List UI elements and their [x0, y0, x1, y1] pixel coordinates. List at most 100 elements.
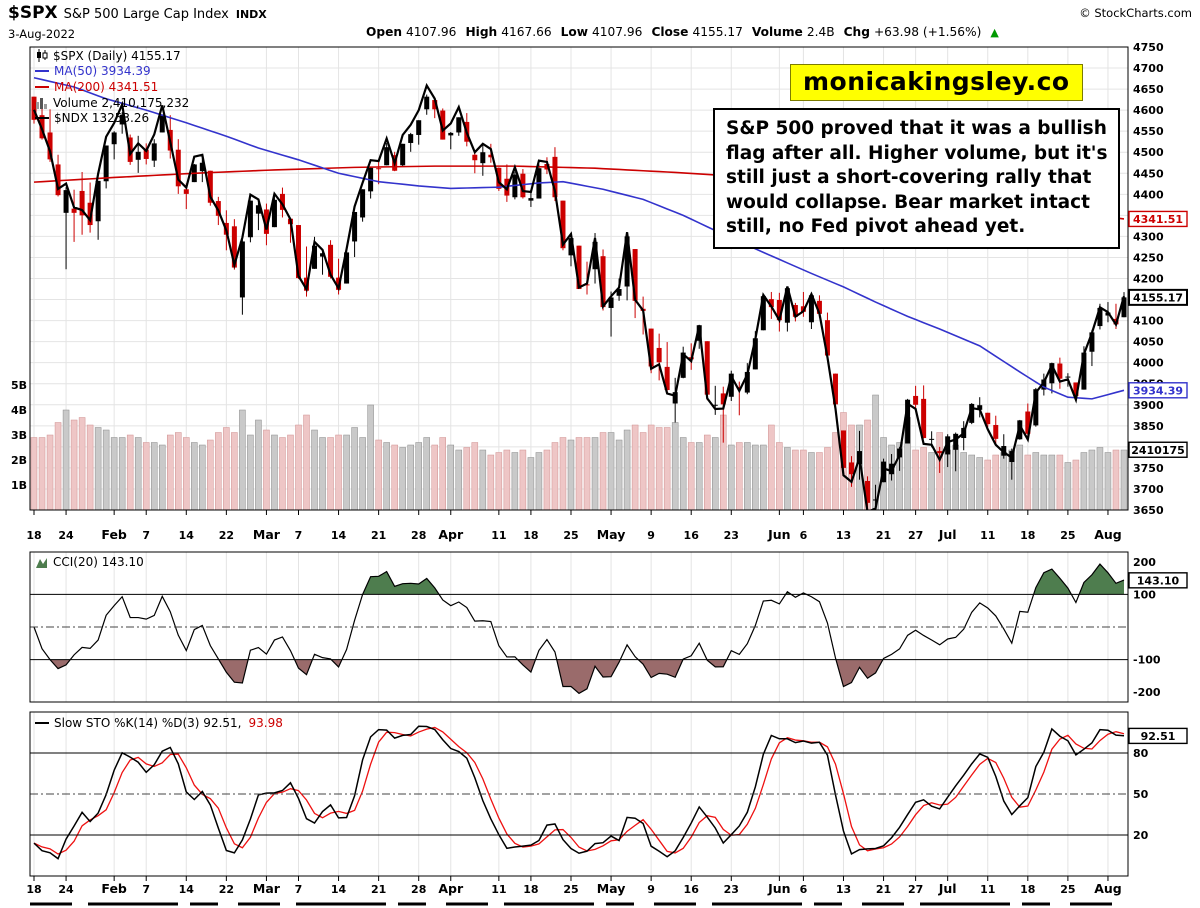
- annotation-line: would collapse. Bear market intact: [726, 191, 1090, 213]
- legend-ndx-label: $NDX 13253.26: [54, 111, 150, 126]
- svg-text:Mar: Mar: [253, 527, 281, 542]
- legend-ma50-label: MA(50) 3934.39: [54, 64, 151, 79]
- cci-legend: CCI(20) 143.10: [35, 555, 144, 569]
- svg-text:23: 23: [724, 883, 739, 896]
- svg-text:14: 14: [331, 529, 347, 542]
- legend-ndx: $NDX 13253.26: [35, 110, 189, 126]
- svg-text:4050: 4050: [1133, 336, 1164, 349]
- annotation-box: S&P 500 proved that it was a bullish fla…: [713, 108, 1121, 249]
- svg-text:4341.51: 4341.51: [1133, 213, 1183, 226]
- cci-area-icon: [35, 556, 48, 569]
- svg-text:4155.17: 4155.17: [1133, 291, 1183, 304]
- svg-text:18: 18: [1020, 883, 1035, 896]
- svg-text:18: 18: [26, 529, 41, 542]
- svg-text:100: 100: [1133, 588, 1156, 601]
- svg-text:4300: 4300: [1133, 230, 1164, 243]
- legend-spx: $SPX (Daily) 4155.17: [35, 48, 189, 64]
- svg-text:Jul: Jul: [938, 881, 957, 896]
- svg-text:4250: 4250: [1133, 251, 1164, 264]
- svg-text:13: 13: [836, 883, 851, 896]
- svg-text:14: 14: [179, 883, 195, 896]
- svg-text:4750: 4750: [1133, 41, 1164, 54]
- svg-text:14: 14: [179, 529, 195, 542]
- svg-text:3934.39: 3934.39: [1133, 384, 1183, 397]
- svg-text:25: 25: [563, 529, 578, 542]
- svg-text:11: 11: [980, 883, 995, 896]
- legend-ma50: MA(50) 3934.39: [35, 64, 189, 80]
- svg-text:18: 18: [523, 883, 538, 896]
- svg-text:7: 7: [295, 883, 303, 896]
- svg-text:21: 21: [876, 883, 891, 896]
- svg-text:14: 14: [331, 883, 347, 896]
- title-row: $SPX S&P 500 Large Cap Index INDX: [8, 3, 267, 23]
- quote-close: Close 4155.17: [651, 25, 743, 39]
- svg-text:Jun: Jun: [767, 527, 790, 542]
- cci-layer: [33, 563, 1125, 695]
- svg-text:4600: 4600: [1133, 104, 1164, 117]
- sto-legend-label: Slow STO %K(14) %D(3) 92.51,: [54, 716, 242, 730]
- svg-text:Mar: Mar: [253, 881, 281, 896]
- legend-ma200-label: MA(200) 4341.51: [54, 79, 159, 94]
- svg-text:200: 200: [1133, 556, 1156, 569]
- sto-layer: [33, 725, 1125, 860]
- sto-line-icon: [35, 722, 49, 724]
- svg-text:9: 9: [647, 529, 655, 542]
- svg-text:25: 25: [1060, 883, 1075, 896]
- svg-text:3700: 3700: [1133, 483, 1164, 496]
- svg-text:4550: 4550: [1133, 125, 1164, 138]
- svg-text:24: 24: [58, 883, 74, 896]
- svg-text:4B: 4B: [11, 404, 27, 417]
- legend-ma200: MA(200) 4341.51: [35, 79, 189, 95]
- svg-text:80: 80: [1133, 747, 1149, 760]
- svg-text:28: 28: [411, 883, 426, 896]
- legend-volume-label: Volume 2,410,175,232: [53, 95, 190, 110]
- svg-text:4450: 4450: [1133, 167, 1164, 180]
- annotation-line: S&P 500 proved that it was a bullish: [726, 118, 1107, 139]
- svg-text:7: 7: [142, 529, 150, 542]
- svg-text:Aug: Aug: [1094, 881, 1122, 896]
- ndx-line-icon: [35, 117, 49, 120]
- value-box: [1128, 572, 1188, 589]
- svg-text:3650: 3650: [1133, 504, 1164, 517]
- svg-text:Feb: Feb: [101, 881, 127, 896]
- annotation-line: flag after all. Higher volume, but it's: [726, 142, 1108, 164]
- svg-text:Apr: Apr: [438, 527, 464, 542]
- value-box: [1128, 288, 1188, 306]
- annotation-line: still, no Fed pivot ahead yet.: [726, 216, 1026, 238]
- quote-high: High 4167.66: [465, 25, 552, 39]
- sto-legend: Slow STO %K(14) %D(3) 92.51, 93.98: [35, 716, 283, 730]
- svg-text:4400: 4400: [1133, 188, 1164, 201]
- svg-text:Apr: Apr: [438, 881, 464, 896]
- svg-text:24: 24: [58, 529, 74, 542]
- svg-text:13: 13: [836, 529, 851, 542]
- svg-text:Jul: Jul: [938, 527, 957, 542]
- svg-text:27: 27: [908, 883, 923, 896]
- svg-text:92.51: 92.51: [1141, 730, 1176, 743]
- ma50-line-icon: [35, 70, 49, 73]
- svg-text:5B: 5B: [11, 379, 27, 392]
- cci-legend-label: CCI(20) 143.10: [53, 555, 144, 569]
- svg-text:50: 50: [1133, 788, 1149, 801]
- svg-text:11: 11: [980, 529, 995, 542]
- ma200-line-icon: [35, 85, 49, 88]
- quote-strip: Open 4107.96 High 4167.66 Low 4107.96 Close…: [366, 25, 999, 39]
- value-box: [1128, 382, 1188, 399]
- svg-text:-200: -200: [1133, 686, 1161, 699]
- copyright: © StockCharts.com: [1079, 6, 1192, 20]
- svg-text:21: 21: [371, 883, 386, 896]
- svg-text:3750: 3750: [1133, 462, 1164, 475]
- svg-text:16: 16: [684, 529, 700, 542]
- annotation-line: still just a short-covering rally that: [726, 167, 1092, 189]
- svg-text:7: 7: [142, 883, 150, 896]
- chart-header: $SPX S&P 500 Large Cap Index INDX © StockC…: [0, 0, 1200, 46]
- value-box: [1128, 441, 1188, 458]
- svg-text:11: 11: [491, 883, 506, 896]
- svg-text:1B: 1B: [11, 479, 27, 492]
- svg-text:23: 23: [724, 529, 739, 542]
- value-box: [1128, 210, 1188, 228]
- svg-text:18: 18: [1020, 529, 1035, 542]
- legend-volume: Volume 2,410,175,232: [35, 95, 189, 111]
- svg-text:18: 18: [523, 529, 538, 542]
- svg-text:3850: 3850: [1133, 420, 1164, 433]
